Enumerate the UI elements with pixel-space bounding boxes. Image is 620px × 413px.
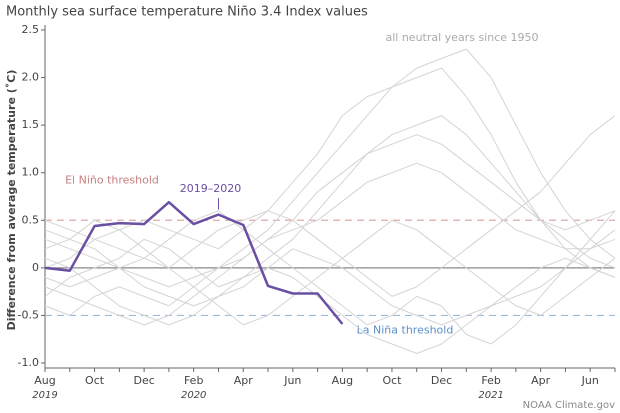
- year-label: 2020: [181, 390, 206, 401]
- y-tick-label: 0: [32, 261, 39, 274]
- x-tick-label: Jun: [283, 374, 301, 387]
- neutral-line: [44, 48, 616, 288]
- y-tick-label: 1.0: [22, 166, 40, 179]
- neutral-line: [44, 115, 616, 297]
- x-tick-label: Aug: [332, 374, 353, 387]
- threshold-label: El Niño threshold: [65, 173, 159, 186]
- y-tick-label: 1.5: [22, 118, 40, 131]
- neutral-line: [44, 134, 616, 316]
- x-tick-label: Feb: [184, 374, 203, 387]
- neutral-line: [44, 67, 616, 278]
- x-tick-label: Oct: [382, 374, 402, 387]
- chart-title: Monthly sea surface temperature Niño 3.4…: [6, 5, 368, 20]
- y-tick-label: -0.5: [18, 308, 39, 321]
- x-tick-label: Dec: [431, 374, 452, 387]
- x-tick-label: Oct: [85, 374, 105, 387]
- x-tick-label: Apr: [234, 374, 254, 387]
- x-tick-label: Feb: [481, 374, 500, 387]
- year-label: 2019: [32, 390, 57, 401]
- x-tick-label: Aug: [34, 374, 55, 387]
- neutral-line: [44, 257, 616, 354]
- series-label: 2019–2020: [180, 182, 242, 195]
- neutral-label: all neutral years since 1950: [385, 31, 538, 44]
- neutral-line: [44, 162, 616, 326]
- y-axis-label: Difference from average temperature (˚C): [5, 70, 18, 331]
- x-tick-label: Apr: [531, 374, 551, 387]
- neutral-line: [44, 210, 616, 345]
- neutral-line: [44, 115, 616, 297]
- x-tick-label: Dec: [133, 374, 154, 387]
- y-tick-label: 2.0: [22, 71, 40, 84]
- highlight-line: [44, 200, 344, 325]
- y-tick-label: 2.5: [22, 23, 40, 36]
- y-tick-label: 0.5: [22, 213, 40, 226]
- year-label: 2021: [478, 390, 503, 401]
- neutral-line: [44, 219, 616, 326]
- neutral-line: [44, 210, 616, 326]
- x-tick-label: Jun: [581, 374, 599, 387]
- y-tick-label: -1.0: [18, 356, 39, 369]
- source: NOAA Climate.gov: [523, 400, 615, 411]
- threshold-label: La Niña threshold: [357, 323, 454, 336]
